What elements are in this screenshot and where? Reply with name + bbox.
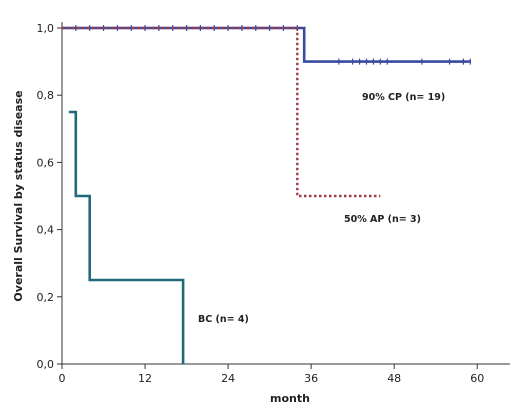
series-annotations: 90% CP (n= 19) 50% AP (n= 3) BC (n= 4) — [198, 92, 445, 325]
x-tick-label: 60 — [470, 372, 484, 385]
series-label-cp: 90% CP (n= 19) — [362, 92, 445, 103]
x-tick-label: 0 — [59, 372, 66, 385]
x-tick-label: 12 — [138, 372, 152, 385]
series-line-bc — [68, 110, 185, 364]
x-tick-label: 24 — [221, 372, 235, 385]
x-tick-label: 48 — [387, 372, 401, 385]
axes — [61, 22, 510, 365]
series — [62, 25, 471, 364]
plot-area — [62, 22, 510, 364]
plot-background — [62, 22, 510, 364]
y-axis-title: Overall Survival by status disease — [12, 90, 25, 301]
y-tick-label: 0,2 — [37, 291, 55, 304]
series-label-bc: BC (n= 4) — [198, 314, 249, 325]
y-tick-label: 0,8 — [37, 89, 55, 102]
x-axis-title: month — [270, 392, 310, 405]
series-label-ap: 50% AP (n= 3) — [344, 214, 421, 225]
ticks: 0 12 24 36 48 60 0,0 0,2 0,4 0,6 0,8 1,0 — [37, 22, 485, 385]
x-tick-label: 36 — [304, 372, 318, 385]
y-tick-label: 0,0 — [37, 358, 55, 371]
y-tick-label: 0,6 — [37, 156, 55, 169]
y-tick-label: 0,4 — [37, 224, 55, 237]
y-tick-label: 1,0 — [37, 22, 55, 35]
